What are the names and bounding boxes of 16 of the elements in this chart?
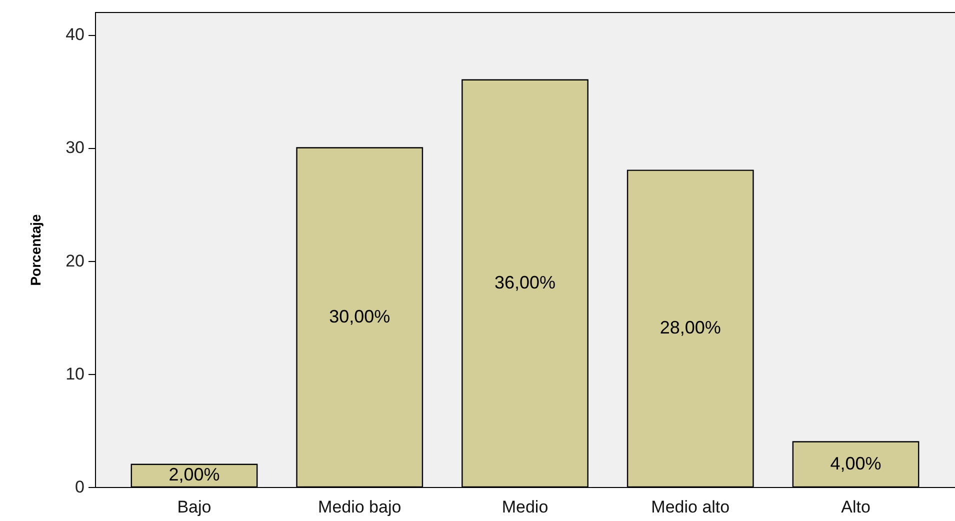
data-label: 28,00%	[660, 318, 721, 338]
y-axis-title: Porcentaje	[28, 214, 44, 286]
x-tick-label: Alto	[841, 498, 870, 516]
y-tick-label: 30	[66, 138, 84, 158]
data-label: 30,00%	[329, 306, 390, 326]
y-tick-label: 0	[75, 478, 84, 496]
data-label: 2,00%	[168, 464, 220, 485]
x-tick-label: Medio bajo	[318, 498, 402, 516]
x-tick-label: Medio alto	[651, 498, 730, 516]
x-tick-label: Bajo	[177, 498, 212, 516]
data-label: 4,00%	[830, 453, 882, 474]
data-label: 36,00%	[494, 272, 556, 292]
y-tick-label: 10	[66, 364, 84, 384]
x-tick-label: Medio	[502, 498, 548, 516]
y-tick-label: 40	[66, 25, 84, 44]
y-tick-label: 20	[66, 251, 84, 270]
